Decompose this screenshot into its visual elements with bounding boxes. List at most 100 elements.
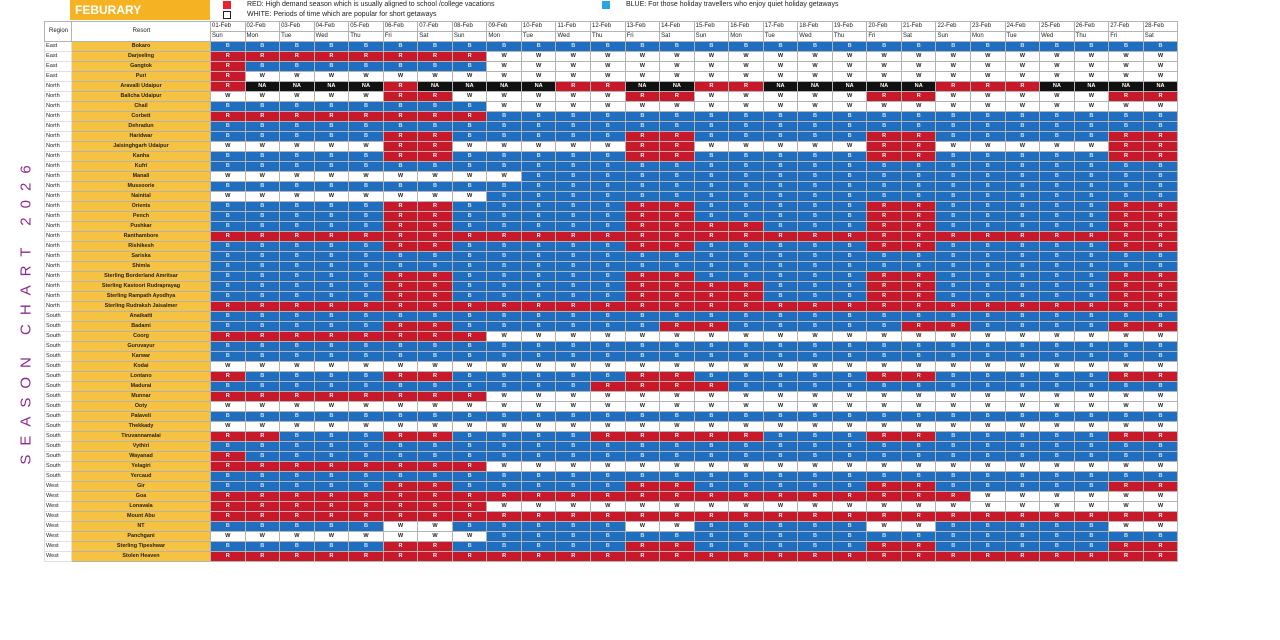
season-cell: R <box>1108 371 1144 382</box>
season-cell: W <box>1039 361 1075 372</box>
season-cell: R <box>659 431 695 442</box>
season-cell: B <box>590 351 626 362</box>
season-cell: B <box>797 371 833 382</box>
season-cell: B <box>900 41 937 52</box>
season-cell: W <box>1039 421 1075 432</box>
season-cell: W <box>970 61 1006 72</box>
season-cell: R <box>590 491 626 502</box>
season-cell: W <box>762 391 799 402</box>
season-cell: B <box>970 41 1006 52</box>
season-cell: B <box>451 371 488 382</box>
season-cell: R <box>382 91 419 102</box>
season-cell: W <box>1073 461 1110 472</box>
season-cell: B <box>1073 121 1110 132</box>
table-row: South Tiruvannamalai R R B B B R R B B B B R R R R R B B B R R… <box>44 431 1179 442</box>
season-cell: W <box>279 71 315 82</box>
season-cell: W <box>797 501 833 512</box>
season-cell: W <box>935 401 972 412</box>
season-cell: W <box>348 171 384 182</box>
season-cell: B <box>451 341 488 352</box>
season-cell: R <box>590 231 626 242</box>
legend-blue: BLUE: For those holiday travellers who e… <box>602 1 838 9</box>
season-cell: B <box>797 541 833 552</box>
season-cell: W <box>1142 51 1179 62</box>
season-cell: B <box>1142 261 1179 272</box>
season-cell: W <box>382 421 419 432</box>
season-cell: B <box>831 211 868 222</box>
table-row: South Yercaud B B B B B B B B B B B B B B B B B B B B B B B B B B B B <box>44 471 1179 482</box>
day-header: Fri <box>624 31 661 42</box>
season-cell: R <box>866 201 902 212</box>
season-cell: W <box>244 421 281 432</box>
season-cell: B <box>831 521 868 532</box>
season-cell: B <box>279 101 315 112</box>
season-cell: B <box>624 41 661 52</box>
season-cell: W <box>728 421 764 432</box>
season-cell: B <box>659 191 695 202</box>
season-cell: W <box>1073 91 1110 102</box>
season-cell: R <box>210 461 246 472</box>
season-cell: B <box>762 211 799 222</box>
season-cell: B <box>279 341 315 352</box>
season-cell: B <box>590 471 626 482</box>
season-cell: B <box>1004 181 1041 192</box>
season-cell: R <box>382 551 419 562</box>
season-cell: W <box>900 461 937 472</box>
region-cell: North <box>44 231 72 242</box>
resort-cell: Gir <box>71 481 211 492</box>
season-cell: B <box>210 261 246 272</box>
season-cell: R <box>693 511 730 522</box>
table-row: East Darjeeling R R R R R R R R W W W W W W W W W W W W W W W W W W… <box>44 51 1179 62</box>
season-cell: R <box>866 241 902 252</box>
season-cell: B <box>520 431 557 442</box>
season-cell: B <box>1073 111 1110 122</box>
season-cell: W <box>555 501 592 512</box>
season-cell: W <box>728 91 764 102</box>
season-cell: W <box>693 401 730 412</box>
season-cell: B <box>279 321 315 332</box>
season-cell: B <box>279 481 315 492</box>
season-cell: B <box>797 451 833 462</box>
season-cell: B <box>244 181 281 192</box>
season-cell: NA <box>900 81 937 92</box>
season-cell: W <box>1142 61 1179 72</box>
region-cell: South <box>44 351 72 362</box>
season-cell: B <box>520 171 557 182</box>
season-cell: B <box>313 61 350 72</box>
season-cell: B <box>797 321 833 332</box>
season-cell: B <box>866 111 902 122</box>
season-cell: B <box>244 381 281 392</box>
season-cell: R <box>486 511 522 522</box>
season-cell: R <box>486 551 522 562</box>
season-cell: W <box>1108 71 1144 82</box>
season-cell: B <box>797 201 833 212</box>
season-cell: B <box>451 151 488 162</box>
season-cell: B <box>1039 531 1075 542</box>
season-cell: B <box>900 261 937 272</box>
season-cell: W <box>520 391 557 402</box>
season-cell: B <box>1108 111 1144 122</box>
season-cell: B <box>728 121 764 132</box>
season-cell: W <box>486 421 522 432</box>
season-cell: W <box>590 91 626 102</box>
season-cell: B <box>244 281 281 292</box>
season-cell: B <box>1142 191 1179 202</box>
season-cell: B <box>313 101 350 112</box>
season-cell: B <box>1073 221 1110 232</box>
season-cell: B <box>1142 411 1179 422</box>
season-cell: B <box>348 221 384 232</box>
season-cell: B <box>210 541 246 552</box>
season-cell: B <box>728 411 764 422</box>
season-cell: B <box>970 111 1006 122</box>
season-cell: B <box>970 431 1006 442</box>
season-cell: B <box>970 471 1006 482</box>
season-cell: R <box>762 551 799 562</box>
season-cell: R <box>555 491 592 502</box>
season-cell: B <box>210 241 246 252</box>
season-cell: W <box>417 171 453 182</box>
season-cell: B <box>659 441 695 452</box>
season-cell: W <box>1073 101 1110 112</box>
season-cell: B <box>382 341 419 352</box>
season-cell: B <box>1039 201 1075 212</box>
season-cell: B <box>659 261 695 272</box>
